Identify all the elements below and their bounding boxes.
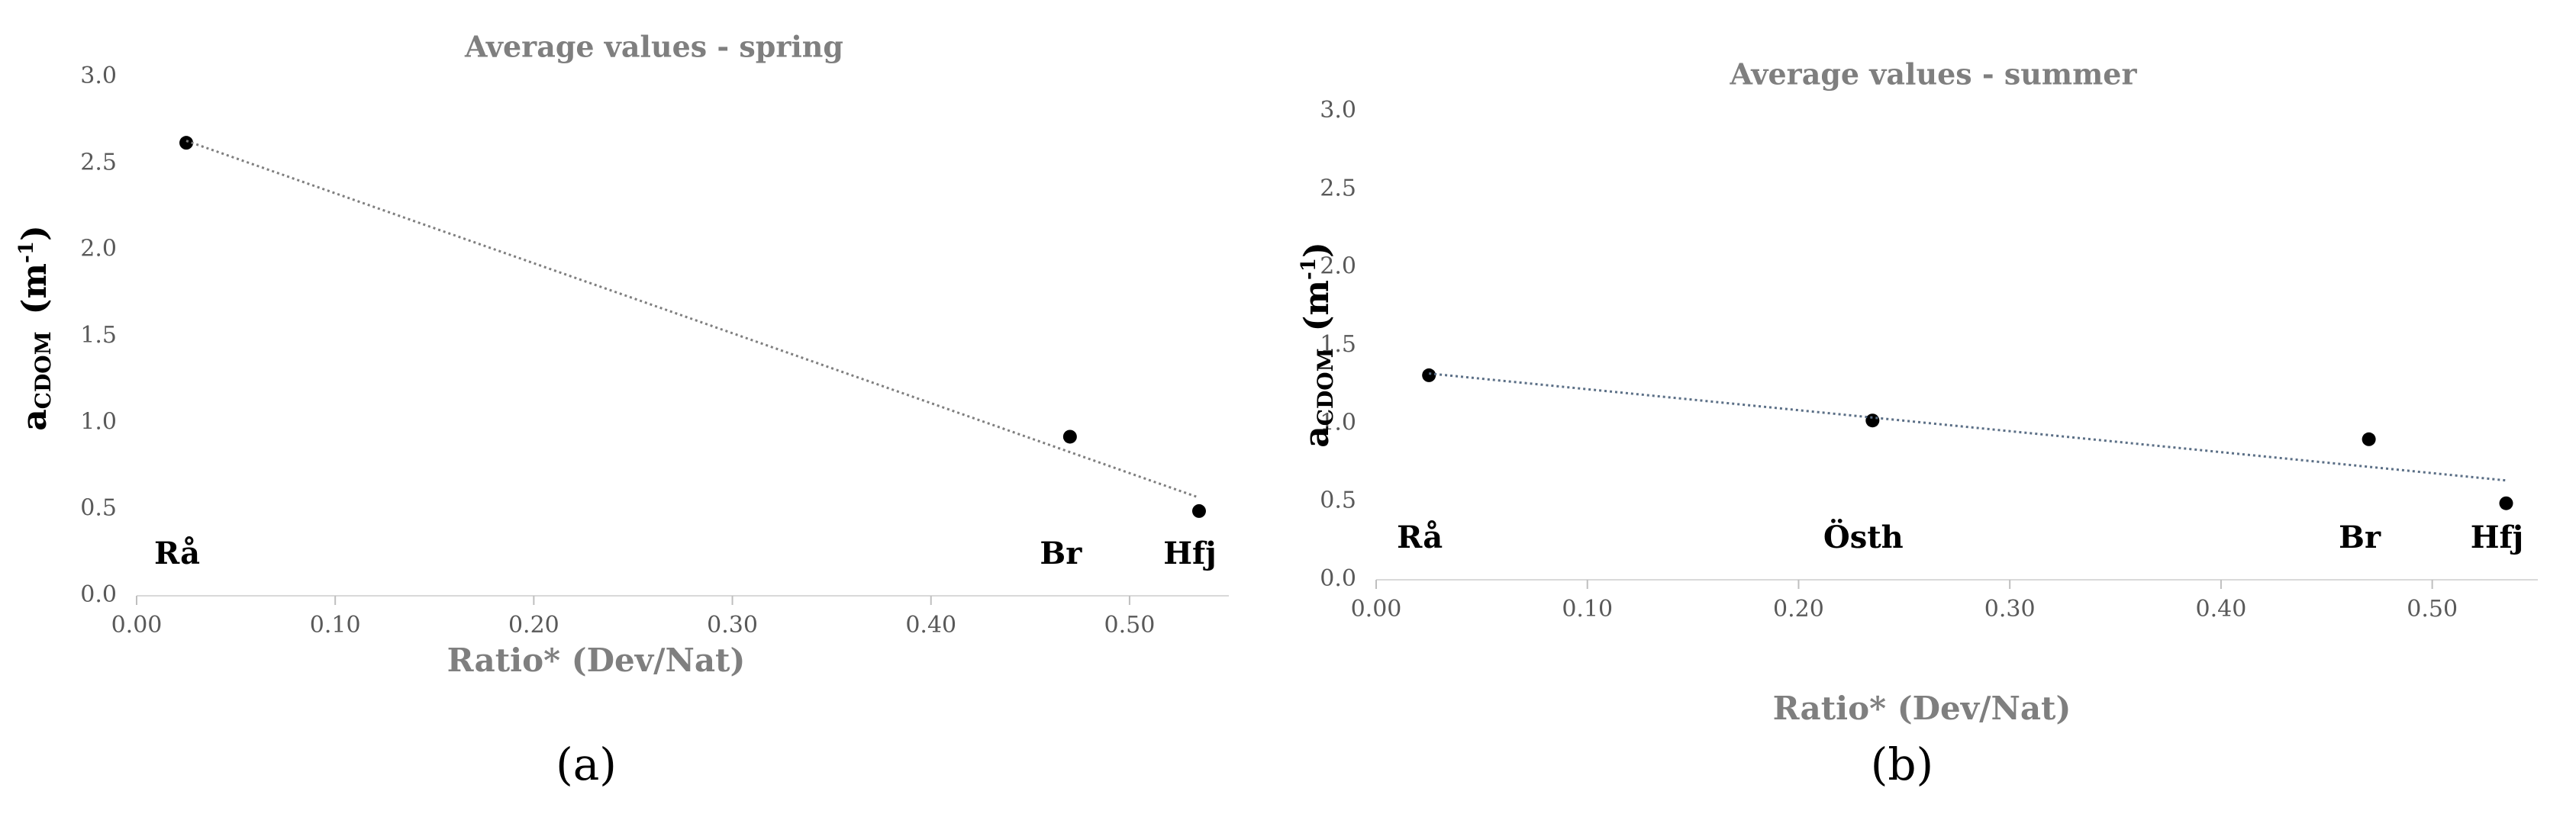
y-tick-label: 3.0 [1320,97,1356,124]
y-tick-label: 0.5 [80,495,117,522]
trendline [1429,372,2507,482]
y-axis-label: aCDOM (m-1) [1298,242,1338,448]
point-label: Hfj [1163,536,1216,571]
y-tick-label: 0.0 [80,581,117,608]
x-tick-label: 0.50 [1104,612,1156,639]
x-tick-label: 0.00 [111,612,163,639]
x-tick-label: 0.20 [1773,596,1824,622]
chart: Average values - summer 0.0 0.5 1.0 1.5 2.0 2.… [1298,57,2538,790]
point-label: Rå [1397,520,1443,555]
y-label-part: CDOM [31,331,56,409]
data-point [1422,368,1436,382]
data-point [1191,503,1206,518]
x-tick-label: 0.10 [1562,596,1613,622]
y-tick-label: 1.0 [80,408,117,435]
point-label: Östh [1823,520,1904,555]
point-label: Hfj [2471,520,2523,555]
caption: (b) [1871,738,1933,790]
y-label-part: -1 [15,241,38,263]
y-tick-label: 2.5 [1320,175,1356,201]
y-tick-label: 1.0 [1320,409,1356,436]
y-tick-label: 2.0 [1320,253,1356,280]
y-tick-label: 1.5 [1320,331,1356,358]
y-label-part: ) [1298,242,1336,258]
x-axis-label: Ratio* (Dev/Nat) [447,642,746,679]
x-tick-label: 0.40 [905,612,956,639]
x-tick-label: 0.50 [2407,596,2458,622]
y-label-part: CDOM [1313,348,1338,426]
y-label-part: a [15,409,54,431]
y-tick-label: 1.5 [80,322,117,349]
y-tick-label: 0.0 [1320,565,1356,592]
y-tick-label: 2.0 [80,236,117,262]
y-label-part: (m [1298,280,1336,331]
x-tick-label: 0.30 [707,612,758,639]
y-tick-label: 2.5 [80,149,117,175]
data-point [2362,432,2376,446]
caption: (a) [556,738,617,790]
x-tick-label: 0.30 [1984,596,2036,622]
data-point [1865,413,1880,428]
y-label-part: ) [15,225,54,241]
trendline [185,140,1200,499]
data-point [1062,429,1077,444]
x-tick-label: 0.10 [310,612,361,639]
y-tick-label: 0.5 [1320,487,1356,514]
y-axis-label: aCDOM (m-1) [15,225,56,431]
x-tick-label: 0.00 [1351,596,1402,622]
y-label-part: -1 [1298,258,1320,280]
y-tick-label: 3.0 [80,63,117,89]
point-label: Br [2339,520,2381,555]
point-label: Br [1040,536,1082,571]
y-label-part: (m [15,263,54,314]
chart-title: Average values - spring [464,30,843,64]
point-label: Rå [154,536,200,571]
x-tick-label: 0.40 [2196,596,2247,622]
data-point [2499,496,2513,510]
x-tick-label: 0.20 [508,612,559,639]
chart: Average values - spring 0.0 0.5 1.0 1.5 2.0 2.… [15,30,1229,790]
data-point [179,136,194,150]
x-axis-label: Ratio* (Dev/Nat) [1773,690,2071,727]
y-label-part: a [1298,426,1336,448]
chart-title: Average values - summer [1729,57,2137,92]
